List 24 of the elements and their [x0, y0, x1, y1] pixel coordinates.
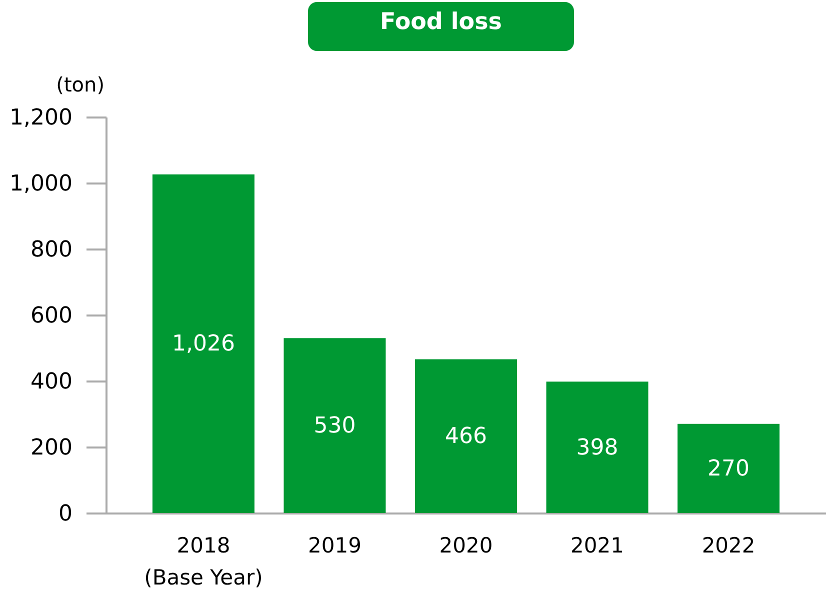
bar: [152, 174, 254, 513]
bar: [284, 338, 386, 513]
bar: [415, 359, 517, 513]
y-tick-label: 0: [58, 502, 72, 526]
data-label: 1,026: [172, 332, 235, 357]
data-label: 270: [708, 456, 750, 482]
y-tick-label: 1,000: [10, 172, 72, 196]
x-tick-label: 2019: [308, 534, 362, 558]
data-label: 466: [445, 424, 487, 450]
bar: [546, 382, 648, 513]
y-axis-title: (ton): [56, 72, 104, 96]
data-label: 398: [576, 435, 618, 460]
x-tick-label: 2018 (Base Year): [144, 534, 263, 590]
y-tick-label: 600: [30, 304, 72, 328]
chart-title: Food loss: [380, 9, 502, 35]
x-tick-label: 2020: [439, 534, 493, 558]
data-label: 530: [314, 414, 356, 439]
bar: [678, 424, 780, 513]
x-tick-label: 2021: [570, 534, 624, 558]
y-tick-label: 200: [30, 436, 72, 460]
x-tick-label: 2022: [702, 534, 756, 558]
y-tick-label: 1,200: [10, 106, 72, 130]
y-tick-label: 400: [30, 370, 72, 394]
y-tick-label: 800: [30, 238, 72, 262]
